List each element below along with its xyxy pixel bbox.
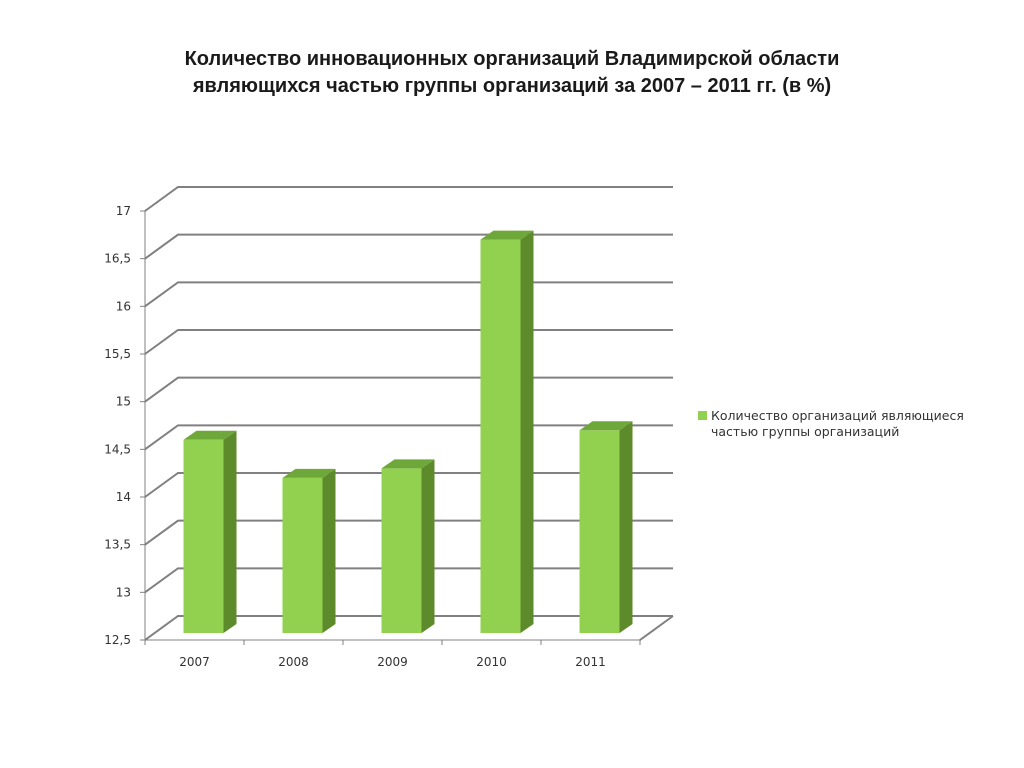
y-tick-label: 16 <box>116 299 131 313</box>
y-tick-label: 14 <box>116 490 131 504</box>
legend-label-line-1: Количество организаций являющиеся <box>711 408 964 423</box>
y-tick-label: 17 <box>116 204 131 218</box>
chart-axes <box>140 210 674 645</box>
gridline <box>144 329 673 355</box>
y-tick-label: 14,5 <box>104 442 131 456</box>
y-tick-label: 15,5 <box>104 347 131 361</box>
gridline <box>144 281 673 308</box>
y-tick-label: 15 <box>116 395 131 409</box>
bar-2010 <box>480 230 534 633</box>
chart-legend: Количество организаций являющиеся частью… <box>698 408 998 440</box>
chart-title: Количество инновационных организаций Вла… <box>80 46 944 100</box>
y-tick-label: 12,5 <box>104 633 131 647</box>
x-tick-label: 2009 <box>377 655 408 669</box>
x-tick-label: 2010 <box>476 655 507 669</box>
bar-2009 <box>381 459 435 633</box>
x-tick-label: 2011 <box>575 655 606 669</box>
legend-swatch <box>698 411 707 420</box>
y-tick-label: 13,5 <box>104 538 131 552</box>
bar-2007 <box>183 430 237 633</box>
bar-2011 <box>579 421 633 633</box>
gridline <box>144 186 673 212</box>
gridline <box>144 233 673 260</box>
floor-edge <box>639 615 674 641</box>
x-tick-label: 2008 <box>278 655 309 669</box>
legend-label-line-2: частью группы организаций <box>711 424 900 439</box>
chart-title-line-2: являющихся частью группы организаций за … <box>192 75 832 97</box>
gridline <box>144 376 673 403</box>
bar-2008 <box>282 468 336 633</box>
chart-bars <box>183 230 633 633</box>
x-tick-label: 2007 <box>179 655 210 669</box>
y-tick-label: 13 <box>116 585 131 599</box>
y-tick-label: 16,5 <box>104 252 131 266</box>
chart-title-line-1: Количество инновационных организаций Вла… <box>184 48 840 70</box>
legend-label: Количество организаций являющиеся частью… <box>711 408 998 440</box>
chart-labels: 12,5 13 13,5 14 14,5 15 15,5 16 16,5 17 2007 2008 20… <box>104 204 605 669</box>
